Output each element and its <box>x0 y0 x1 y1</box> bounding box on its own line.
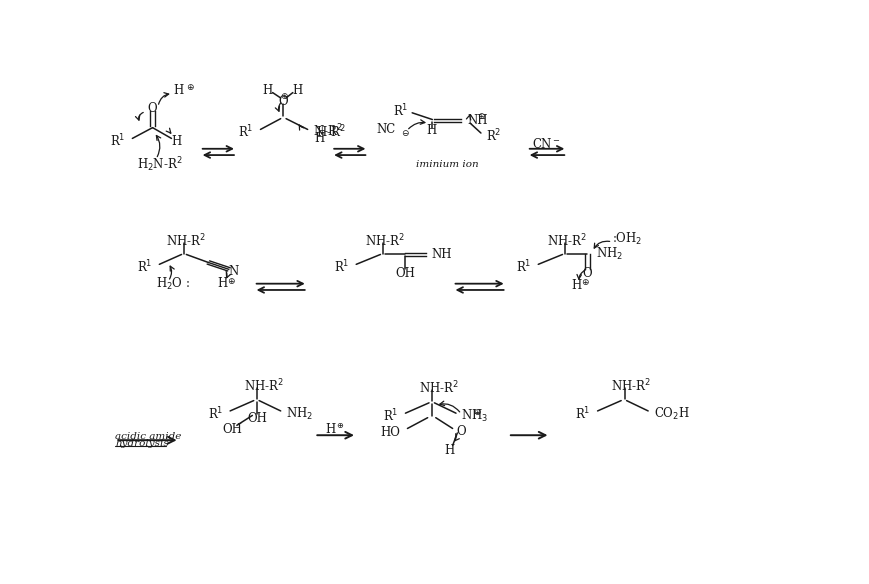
Text: R$^1$: R$^1$ <box>334 259 349 275</box>
Text: CO$_2$H: CO$_2$H <box>653 405 688 422</box>
Text: NH-R$^2$: NH-R$^2$ <box>243 377 283 394</box>
Text: NH-R$^2$: NH-R$^2$ <box>166 232 206 249</box>
Text: $\oplus$: $\oplus$ <box>279 91 289 100</box>
Text: R$^1$: R$^1$ <box>574 405 590 422</box>
Text: $\oplus$: $\oplus$ <box>186 82 195 92</box>
Text: OH: OH <box>247 412 267 425</box>
Text: NH$_2$: NH$_2$ <box>286 405 313 422</box>
Text: H: H <box>570 279 580 293</box>
Text: H: H <box>216 277 227 290</box>
Text: R$^1$: R$^1$ <box>137 259 152 275</box>
Text: NH$_3$: NH$_3$ <box>461 408 488 424</box>
Text: H: H <box>171 135 182 148</box>
Text: H-R$^2$: H-R$^2$ <box>315 124 345 140</box>
Text: $\oplus$: $\oplus$ <box>476 111 485 121</box>
Text: CN$^-$: CN$^-$ <box>532 137 561 151</box>
Text: NH-R$^2$: NH-R$^2$ <box>547 232 587 249</box>
Text: $\oplus$: $\oplus$ <box>227 276 235 286</box>
Text: HO: HO <box>381 426 401 439</box>
Text: H: H <box>292 84 302 97</box>
Text: $\ominus$: $\ominus$ <box>401 128 409 138</box>
Text: :OH$_2$: :OH$_2$ <box>612 231 642 247</box>
Text: H$_2$O :: H$_2$O : <box>156 276 189 292</box>
Text: iminium ion: iminium ion <box>415 160 478 169</box>
Text: hydrolysis: hydrolysis <box>116 439 169 448</box>
Text: H$_2$N-R$^2$: H$_2$N-R$^2$ <box>136 155 182 174</box>
Text: H$^\oplus$: H$^\oplus$ <box>325 423 345 437</box>
Text: R$^1$: R$^1$ <box>393 102 408 119</box>
Text: NC: NC <box>375 123 395 136</box>
Text: H: H <box>426 124 435 137</box>
Text: O: O <box>277 95 287 108</box>
Text: NH-R$^2$: NH-R$^2$ <box>610 377 650 394</box>
Text: O: O <box>148 102 157 115</box>
Text: H: H <box>443 444 454 457</box>
Text: $\oplus$: $\oplus$ <box>580 277 589 287</box>
Text: $\oplus$: $\oplus$ <box>473 407 481 417</box>
Text: H: H <box>314 132 324 145</box>
Text: OH: OH <box>395 267 415 280</box>
Text: O: O <box>582 267 592 280</box>
Text: acidic amide: acidic amide <box>116 432 182 441</box>
Text: O: O <box>455 425 465 437</box>
Text: R$^1$: R$^1$ <box>515 259 531 275</box>
Text: NH$_2$: NH$_2$ <box>595 246 622 262</box>
Text: R$^1$: R$^1$ <box>208 405 223 422</box>
Text: NH-R$^2$: NH-R$^2$ <box>365 232 404 249</box>
Text: R$^2$: R$^2$ <box>486 128 501 144</box>
Text: R$^1$: R$^1$ <box>238 124 254 140</box>
Text: R$^1$: R$^1$ <box>382 408 398 424</box>
Text: H: H <box>173 84 183 97</box>
Text: H: H <box>262 84 272 97</box>
Text: N: N <box>228 265 238 278</box>
Text: NH-R$^2$: NH-R$^2$ <box>419 380 458 397</box>
Text: NH: NH <box>430 248 451 261</box>
Text: N-R$^2$: N-R$^2$ <box>313 123 342 139</box>
Text: OH: OH <box>222 423 242 436</box>
Text: R$^1$: R$^1$ <box>110 133 125 150</box>
Text: NH: NH <box>467 114 488 127</box>
